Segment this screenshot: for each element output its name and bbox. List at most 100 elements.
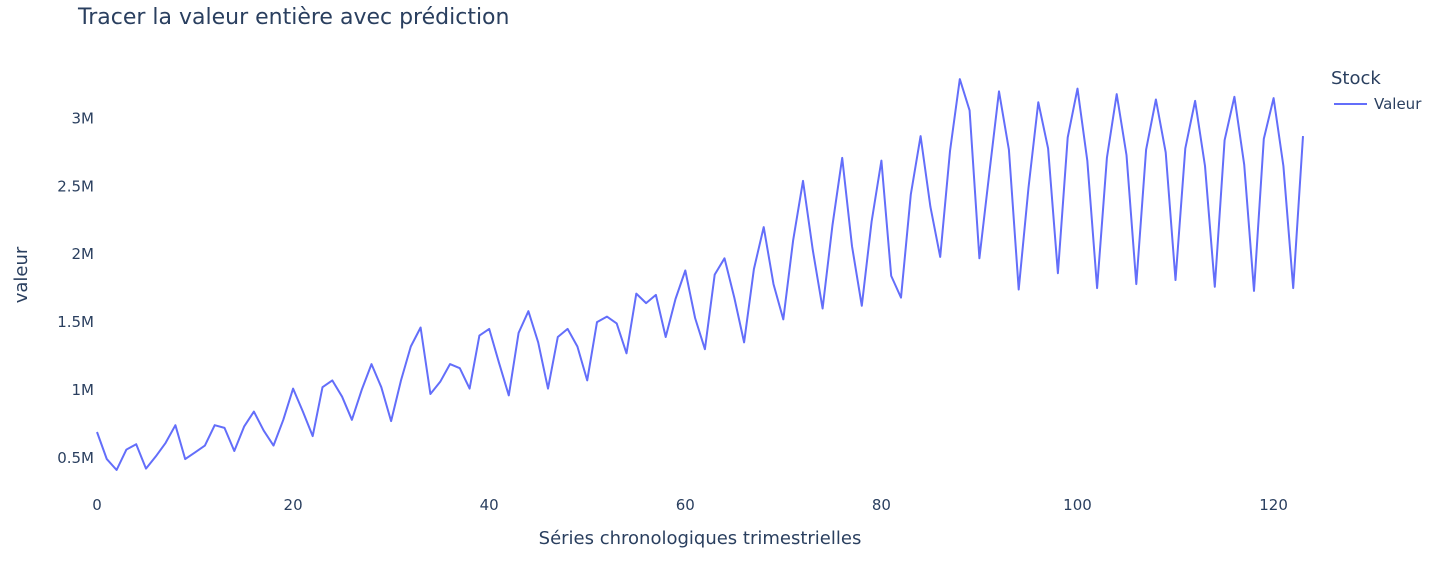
data-point[interactable] — [486, 326, 492, 332]
data-point[interactable] — [1173, 277, 1179, 283]
data-point[interactable] — [241, 424, 247, 430]
data-point[interactable] — [1016, 287, 1022, 293]
plot-area[interactable] — [94, 76, 1306, 473]
data-point[interactable] — [300, 409, 306, 415]
data-point[interactable] — [320, 384, 326, 390]
data-point[interactable] — [663, 334, 669, 340]
data-point[interactable] — [271, 443, 277, 449]
data-point[interactable] — [918, 133, 924, 139]
data-point[interactable] — [614, 320, 620, 326]
data-point[interactable] — [447, 361, 453, 367]
data-point[interactable] — [820, 306, 826, 312]
data-point[interactable] — [408, 344, 414, 350]
data-point[interactable] — [996, 88, 1002, 94]
data-point[interactable] — [594, 319, 600, 325]
data-point[interactable] — [584, 377, 590, 383]
data-point[interactable] — [123, 447, 129, 453]
data-point[interactable] — [467, 386, 473, 392]
data-point[interactable] — [810, 247, 816, 253]
data-point[interactable] — [222, 425, 228, 431]
data-point[interactable] — [1231, 94, 1237, 100]
data-point[interactable] — [986, 171, 992, 177]
data-point[interactable] — [839, 155, 845, 161]
data-point[interactable] — [1212, 284, 1218, 290]
data-point[interactable] — [172, 422, 178, 428]
data-point[interactable] — [898, 295, 904, 301]
data-point[interactable] — [604, 314, 610, 320]
data-point[interactable] — [290, 386, 296, 392]
data-point[interactable] — [280, 417, 286, 423]
data-point[interactable] — [1143, 147, 1149, 153]
data-point[interactable] — [398, 377, 404, 383]
data-point[interactable] — [643, 300, 649, 306]
data-point[interactable] — [192, 449, 198, 455]
data-point[interactable] — [231, 448, 237, 454]
data-point[interactable] — [780, 316, 786, 322]
data-point[interactable] — [1045, 145, 1051, 151]
data-point[interactable] — [476, 333, 482, 339]
data-point[interactable] — [104, 456, 110, 462]
data-point[interactable] — [525, 308, 531, 314]
data-point[interactable] — [1271, 95, 1277, 101]
data-point[interactable] — [1182, 145, 1188, 151]
data-point[interactable] — [849, 243, 855, 249]
data-point[interactable] — [1290, 285, 1296, 291]
data-point[interactable] — [359, 387, 365, 393]
data-point[interactable] — [212, 422, 218, 428]
data-point[interactable] — [163, 440, 169, 446]
data-point[interactable] — [673, 296, 679, 302]
data-point[interactable] — [496, 360, 502, 366]
data-point[interactable] — [310, 433, 316, 439]
data-point[interactable] — [653, 292, 659, 298]
data-point[interactable] — [751, 266, 757, 272]
data-point[interactable] — [1261, 136, 1267, 142]
data-point[interactable] — [1035, 99, 1041, 105]
data-point[interactable] — [731, 295, 737, 301]
data-point[interactable] — [94, 429, 100, 435]
data-point[interactable] — [1114, 91, 1120, 97]
data-point[interactable] — [1026, 185, 1032, 191]
data-point[interactable] — [888, 273, 894, 279]
data-point[interactable] — [624, 350, 630, 356]
data-point[interactable] — [1133, 281, 1139, 287]
data-point[interactable] — [1222, 137, 1228, 143]
data-point[interactable] — [947, 148, 953, 154]
data-point[interactable] — [761, 224, 767, 230]
data-point[interactable] — [545, 386, 551, 392]
data-point[interactable] — [722, 255, 728, 261]
data-point[interactable] — [133, 441, 139, 447]
data-point[interactable] — [1241, 162, 1247, 168]
data-point[interactable] — [800, 178, 806, 184]
data-point[interactable] — [771, 281, 777, 287]
data-point[interactable] — [1202, 163, 1208, 169]
data-point[interactable] — [741, 339, 747, 345]
data-point[interactable] — [692, 315, 698, 321]
data-point[interactable] — [829, 223, 835, 229]
data-point[interactable] — [927, 204, 933, 210]
data-point[interactable] — [1084, 158, 1090, 164]
data-point[interactable] — [1153, 97, 1159, 103]
data-point[interactable] — [790, 238, 796, 244]
data-point[interactable] — [1124, 152, 1130, 158]
data-point[interactable] — [535, 339, 541, 345]
data-point[interactable] — [349, 417, 355, 423]
data-point[interactable] — [976, 255, 982, 261]
data-point[interactable] — [565, 326, 571, 332]
data-point[interactable] — [967, 107, 973, 113]
data-point[interactable] — [1280, 163, 1286, 169]
data-point[interactable] — [682, 268, 688, 274]
data-point[interactable] — [869, 219, 875, 225]
data-point[interactable] — [329, 377, 335, 383]
data-point[interactable] — [555, 334, 561, 340]
legend-item-valeur[interactable]: Valeur — [1334, 95, 1422, 113]
data-point[interactable] — [1075, 86, 1081, 92]
data-point[interactable] — [1251, 288, 1257, 294]
data-point[interactable] — [457, 365, 463, 371]
data-point[interactable] — [712, 272, 718, 278]
data-point[interactable] — [574, 344, 580, 350]
data-point[interactable] — [153, 453, 159, 459]
data-point[interactable] — [114, 467, 120, 473]
data-point[interactable] — [878, 158, 884, 164]
data-point[interactable] — [182, 456, 188, 462]
data-point[interactable] — [1094, 285, 1100, 291]
